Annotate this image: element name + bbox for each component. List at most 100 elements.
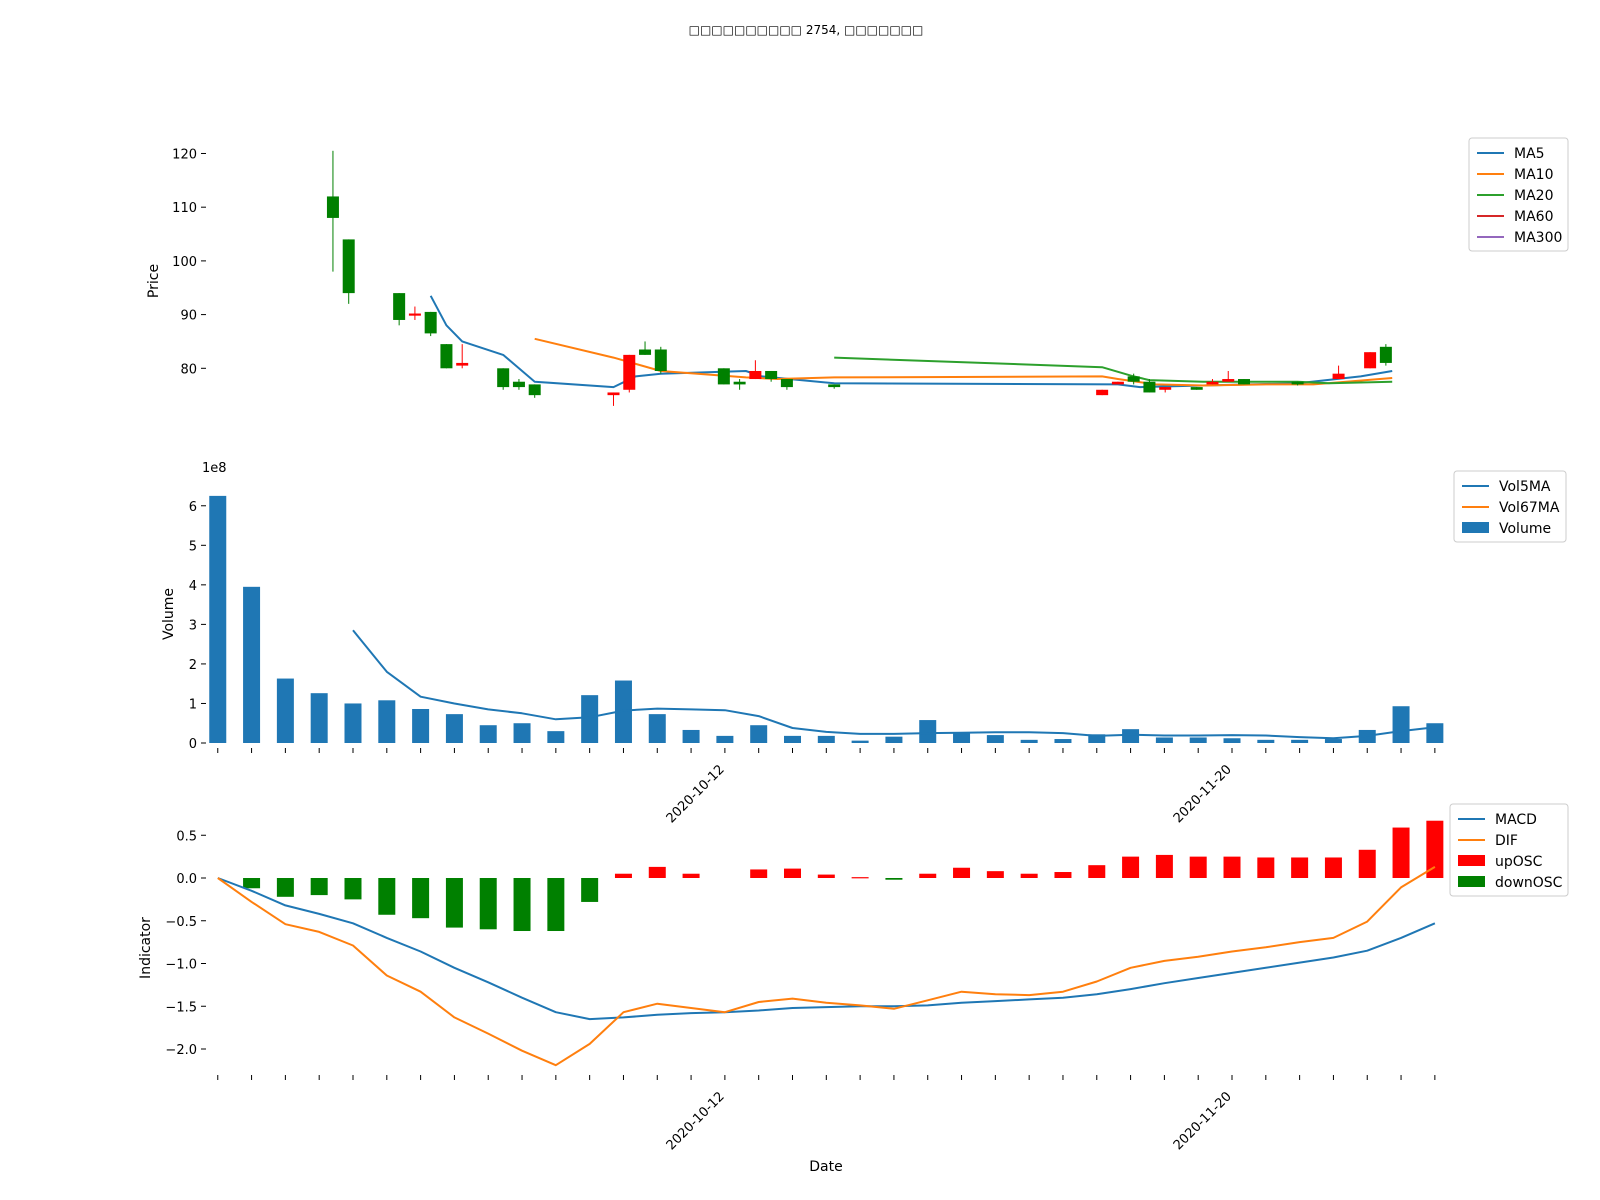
candle-down xyxy=(765,370,778,380)
volume-ma-lines xyxy=(352,629,1436,740)
ma-line-ma5 xyxy=(429,295,1393,389)
candle-down xyxy=(342,239,355,294)
up-osc-bar xyxy=(1189,856,1207,878)
up-osc-bar xyxy=(1291,857,1309,878)
volume-bar xyxy=(716,735,734,743)
indicator-y-axis: −2.0 −1.5 −1.0 −0.5 0.0 0.5 xyxy=(165,829,206,1058)
volume-bar xyxy=(784,735,802,743)
candle-up xyxy=(607,392,620,396)
indicator-legend-label: upOSC xyxy=(1495,854,1543,870)
volume-y-tick-label: 3 xyxy=(189,618,197,633)
down-osc-bar xyxy=(513,878,531,932)
up-osc-bar xyxy=(851,877,869,879)
volume-legend: Vol5MA Vol67MA Volume xyxy=(1453,470,1567,543)
volume-bar xyxy=(581,695,599,743)
candle-down xyxy=(639,349,652,355)
volume-bar xyxy=(953,733,971,743)
up-osc-bar xyxy=(1358,849,1376,878)
indicator-legend-label: DIF xyxy=(1495,833,1518,849)
candle-down xyxy=(1291,381,1304,385)
candle-up xyxy=(1206,381,1219,385)
down-osc-bar xyxy=(378,878,396,915)
volume-bar xyxy=(513,723,531,743)
up-osc-bar xyxy=(1324,857,1342,878)
price-legend-label: MA5 xyxy=(1514,146,1545,162)
volume-y-tick-label: 4 xyxy=(189,579,197,594)
up-osc-bar xyxy=(784,868,802,878)
indicator-x-axis: 2020-10-12 2020-11-20 xyxy=(217,1075,1436,1153)
volume-bar xyxy=(445,714,463,743)
candle-up xyxy=(456,362,469,366)
osc-bars xyxy=(243,820,1444,932)
volume-bar xyxy=(614,680,632,743)
candle-up xyxy=(1111,381,1124,385)
indicator-x-tick-label: 2020-11-20 xyxy=(1171,1089,1235,1153)
volume-bar xyxy=(1122,729,1140,743)
candle-down xyxy=(717,368,730,385)
indicator-y-tick-label: −2.0 xyxy=(165,1043,197,1058)
volume-y-tick-label: 2 xyxy=(189,658,197,673)
price-y-tick-label: 100 xyxy=(172,255,197,270)
candle-up xyxy=(1096,389,1109,396)
ma-line-ma20 xyxy=(834,356,1393,385)
volume-bar xyxy=(344,703,362,743)
volume-bar xyxy=(378,700,396,743)
up-osc-bar xyxy=(919,873,937,878)
indicator-legend: MACD DIF upOSC downOSC xyxy=(1449,803,1569,897)
volume-bar xyxy=(1189,737,1207,743)
volume-bar xyxy=(1257,739,1275,743)
volume-bar xyxy=(885,736,903,743)
volume-bar xyxy=(547,731,565,743)
volume-bar xyxy=(682,729,700,743)
indicator-y-tick-label: −1.5 xyxy=(165,1000,197,1015)
volume-x-axis: 2020-10-12 2020-11-20 xyxy=(217,748,1436,826)
up-osc-bar xyxy=(1257,857,1275,878)
price-ma-lines xyxy=(429,295,1393,389)
price-y-tick-label: 80 xyxy=(180,362,197,377)
price-y-tick-label: 120 xyxy=(172,147,197,162)
volume-line-vol5ma xyxy=(352,629,1436,740)
price-legend-label: MA10 xyxy=(1514,167,1553,183)
price-legend-label: MA20 xyxy=(1514,188,1553,204)
down-osc-bar xyxy=(581,878,599,902)
volume-bar xyxy=(479,725,497,743)
volume-legend-patch xyxy=(1462,522,1489,533)
volume-bar xyxy=(1426,723,1444,743)
price-y-tick-label: 90 xyxy=(180,309,197,324)
volume-y-axis: 0 1 2 3 4 5 6 xyxy=(189,500,206,752)
volume-bar xyxy=(243,586,261,743)
volume-bar xyxy=(851,740,869,743)
price-y-label: Price xyxy=(146,264,162,298)
volume-bar xyxy=(276,678,294,743)
volume-y-tick-label: 6 xyxy=(189,500,197,515)
down-osc-bar xyxy=(412,878,430,919)
indicator-panel: −2.0 −1.5 −1.0 −0.5 0.0 0.5 Indicator 2020-10… xyxy=(138,803,1569,1175)
indicator-legend-patch xyxy=(1458,876,1485,887)
volume-scale-label: 1e8 xyxy=(202,461,227,476)
volume-legend-label: Vol67MA xyxy=(1499,500,1560,516)
up-osc-bar xyxy=(682,873,700,878)
volume-bar xyxy=(919,720,937,743)
down-osc-bar xyxy=(445,878,463,928)
date-x-label: Date xyxy=(809,1159,842,1175)
indicator-y-tick-label: 0.0 xyxy=(176,872,197,887)
down-osc-bar xyxy=(310,878,328,896)
up-osc-bar xyxy=(1088,865,1106,878)
candle-down xyxy=(780,379,793,388)
volume-bar xyxy=(817,735,835,743)
volume-bar xyxy=(1088,734,1106,743)
indicator-legend-label: downOSC xyxy=(1495,875,1563,891)
volume-bar xyxy=(986,735,1004,743)
candle-down xyxy=(654,349,667,371)
down-osc-bar xyxy=(885,878,903,880)
price-panel: 80 90 100 110 120 Price MA5 MA10 MA20 MA60 MA300 xyxy=(146,137,1569,406)
up-osc-bar xyxy=(953,867,971,878)
volume-x-tick-label: 2020-10-12 xyxy=(664,762,728,826)
volume-bar xyxy=(209,495,227,743)
price-legend-box xyxy=(1468,137,1569,252)
volume-bar xyxy=(1324,739,1342,743)
volume-y-label: Volume xyxy=(161,588,177,640)
indicator-y-label: Indicator xyxy=(138,917,154,979)
price-y-axis: 80 90 100 110 120 xyxy=(172,147,206,377)
price-legend-label: MA60 xyxy=(1514,209,1553,225)
